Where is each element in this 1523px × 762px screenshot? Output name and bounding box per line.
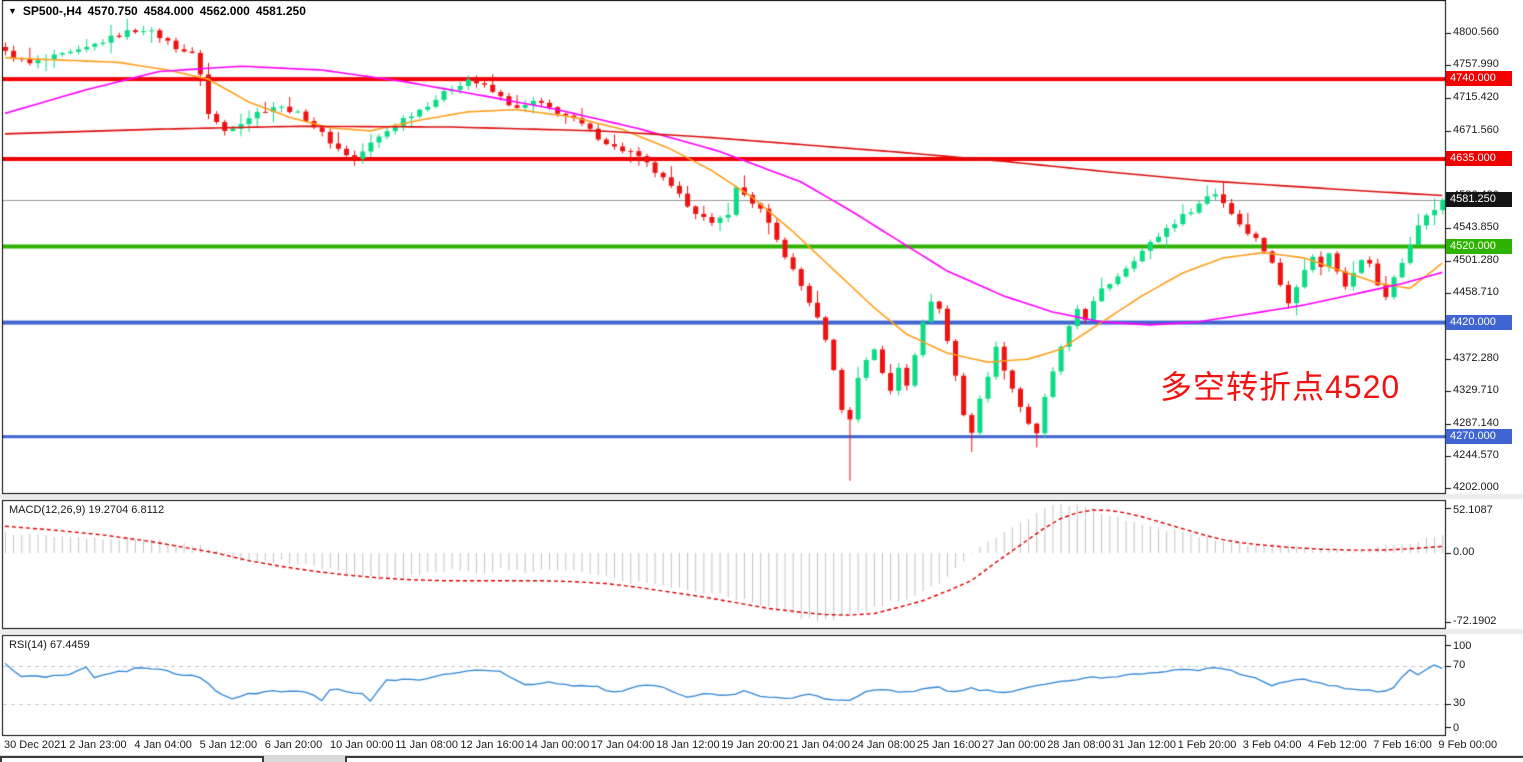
ohlc-close: 4581.250	[255, 4, 306, 18]
bottom-window-edge-right	[345, 756, 1523, 762]
price-tick-label: 4543.850	[1453, 221, 1499, 234]
macd-values-text: 19.2704 6.8112	[88, 504, 165, 516]
price-tick-label: 4671.560	[1453, 124, 1499, 137]
time-tick-label: 6 Jan 20:00	[264, 739, 323, 751]
rsi-tick-label: 30	[1453, 697, 1466, 709]
chart-annotation-text: 多空转折点4520	[1160, 369, 1401, 405]
macd-tick-label: 52.1087	[1453, 504, 1493, 516]
rsi-title-text: RSI(14)	[9, 639, 47, 651]
ohlc-open: 4570.750	[87, 4, 138, 18]
rsi-tick-label: 100	[1453, 640, 1472, 652]
time-tick-label: 5 Jan 12:00	[199, 739, 258, 751]
time-tick-label: 17 Jan 04:00	[590, 739, 655, 751]
price-level-badge: 4270.000	[1446, 428, 1512, 444]
time-tick-label: 18 Jan 12:00	[656, 739, 720, 751]
time-tick-label: 21 Jan 04:00	[786, 739, 851, 751]
macd-title-text: MACD(12,26,9)	[9, 504, 86, 516]
macd-indicator-label: MACD(12,26,9) 19.2704 6.8112	[9, 504, 164, 516]
symbol-dropdown-icon[interactable]: ▼	[8, 6, 17, 16]
current-price-badge: 4581.250	[1446, 191, 1512, 207]
time-tick-label: 9 Feb 00:00	[1438, 739, 1498, 751]
price-tick-label: 4458.710	[1453, 286, 1499, 299]
rsi-tick-label: 0	[1453, 722, 1460, 734]
symbol-label: SP500-,H4	[22, 4, 82, 18]
time-tick-label: 12 Jan 16:00	[460, 739, 525, 751]
time-tick-label: 24 Jan 08:00	[851, 739, 916, 751]
ohlc-low: 4562.000	[199, 4, 250, 18]
macd-tick-label: -72.1902	[1453, 614, 1497, 627]
macd-tick-label: 0.00	[1453, 546, 1475, 558]
price-level-badge: 4520.000	[1446, 238, 1512, 254]
time-tick-label: 25 Jan 16:00	[916, 739, 981, 751]
rsi-indicator-label: RSI(14) 67.4459	[9, 639, 90, 651]
price-level-badge: 4740.000	[1446, 71, 1512, 87]
price-level-badge: 4420.000	[1446, 314, 1512, 330]
time-tick-label: 11 Jan 08:00	[395, 739, 458, 751]
time-tick-label: 28 Jan 08:00	[1047, 739, 1111, 751]
time-tick-label: 19 Jan 20:00	[721, 739, 785, 751]
time-tick-label: 7 Feb 16:00	[1373, 739, 1432, 751]
price-tick-label: 4715.420	[1453, 90, 1499, 103]
chart-header: ▼ SP500-,H4 4570.750 4584.000 4562.000 4…	[8, 4, 306, 18]
rsi-tick-label: 70	[1453, 659, 1466, 671]
bottom-window-edge-left	[0, 756, 264, 762]
price-tick-label: 4372.280	[1453, 351, 1499, 364]
time-tick-label: 27 Jan 00:00	[982, 739, 1046, 751]
price-tick-label: 4800.560	[1453, 26, 1499, 39]
price-level-badge: 4635.000	[1446, 151, 1512, 166]
time-tick-label: 10 Jan 00:00	[330, 739, 394, 751]
time-tick-label: 4 Feb 12:00	[1308, 739, 1367, 751]
time-tick-label: 4 Jan 04:00	[134, 739, 192, 751]
rsi-value-text: 67.4459	[49, 639, 90, 651]
price-tick-label: 4501.280	[1453, 253, 1499, 266]
time-tick-label: 3 Feb 04:00	[1242, 739, 1302, 751]
time-tick-label: 31 Jan 12:00	[1112, 739, 1177, 751]
price-tick-label: 4757.990	[1453, 58, 1499, 71]
ohlc-high: 4584.000	[143, 4, 194, 18]
price-tick-label: 4287.140	[1453, 416, 1499, 429]
time-tick-label: 14 Jan 00:00	[525, 739, 590, 751]
time-tick-label: 2 Jan 23:00	[69, 739, 127, 751]
price-tick-label: 4329.710	[1453, 384, 1499, 397]
price-tick-label: 4244.570	[1453, 449, 1499, 462]
price-tick-label: 4202.000	[1453, 481, 1499, 494]
time-tick-label: 1 Feb 20:00	[1177, 739, 1237, 751]
time-tick-label: 30 Dec 2021	[4, 739, 67, 751]
